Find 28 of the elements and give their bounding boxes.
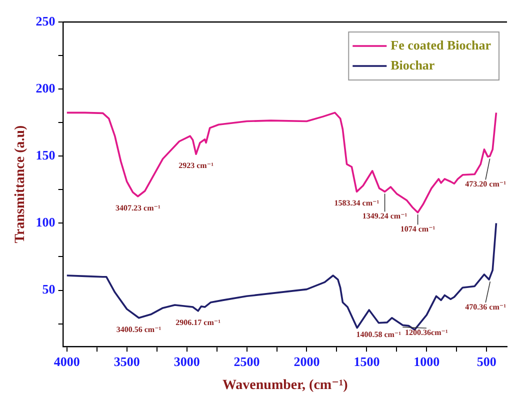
y-tick-label: 100 (36, 214, 56, 230)
annotation: 470.36 cm⁻¹ (465, 302, 507, 312)
legend-label: Biochar (390, 57, 435, 72)
x-tick-label: 500 (476, 354, 496, 369)
annotation: 473.20 cm⁻¹ (465, 180, 507, 189)
y-tick-label: 150 (36, 147, 56, 162)
x-tick-label: 3500 (114, 354, 140, 369)
x-axis-title: Wavenumber, (cm⁻¹) (222, 378, 348, 394)
y-tick-label: 250 (36, 13, 56, 28)
x-tick-label: 4000 (54, 354, 80, 369)
annotation: 3400.56 cm⁻¹ (116, 324, 162, 334)
legend-label: Fe coated Biochar (390, 37, 492, 52)
annotation: 2923 cm⁻¹ (178, 161, 214, 170)
x-tick-label: 2000 (294, 354, 320, 369)
x-tick-label: 2500 (234, 354, 260, 369)
y-axis-title: Transmittance (a.u) (13, 124, 28, 244)
y-tick-label: 50 (42, 282, 56, 297)
y-tick-label: 200 (36, 80, 56, 96)
annotation: 3407.23 cm⁻¹ (116, 203, 161, 212)
x-tick-label: 1000 (414, 354, 440, 369)
annotation: 1074 cm⁻¹ (400, 224, 436, 234)
annotation: 1200.36cm⁻¹ (405, 328, 448, 338)
annotation: 1400.58 cm⁻¹ (356, 330, 402, 339)
annotation: 2906.17 cm⁻¹ (176, 318, 222, 327)
x-tick-label: 3000 (174, 354, 200, 369)
annotation: 1349.24 cm⁻¹ (362, 212, 408, 221)
annotation: 1583.34 cm⁻¹ (334, 198, 380, 208)
x-tick-label: 1500 (354, 354, 380, 369)
